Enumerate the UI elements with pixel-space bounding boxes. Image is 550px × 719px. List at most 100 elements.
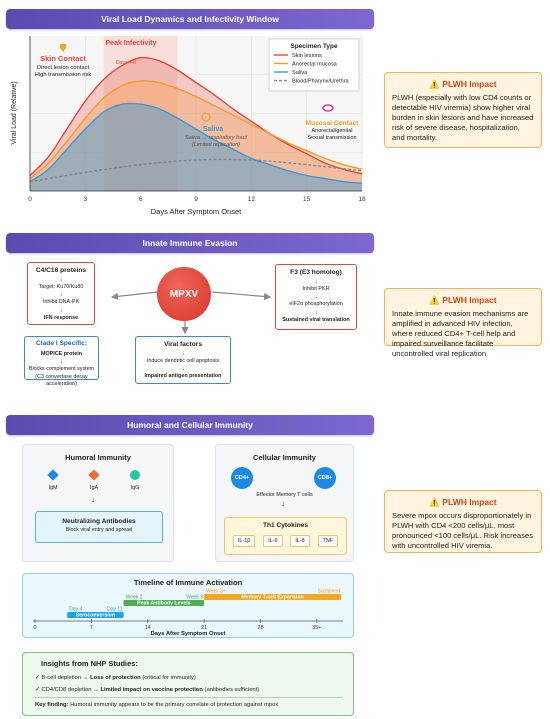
impact-title: ⚠️ PLWH Impact [429, 79, 497, 89]
timeline-xlabel: Days After Symptom Onset [151, 631, 226, 637]
igg-label: IgG [130, 485, 140, 491]
cytokine-chip: IL-6 [263, 535, 283, 547]
nab-subtitle: Block viral entry and spread [65, 527, 133, 533]
legend-title: Specimen Type [290, 43, 338, 50]
shield-icon [60, 44, 66, 52]
plwh-impact-box-1: ⚠️ PLWH Impact PLWH (especially with low… [384, 72, 542, 148]
timeline-bar [123, 600, 205, 606]
impact-title: ⚠️ PLWH Impact [429, 497, 497, 507]
section-header-innate-evasion: Innate Immune Evasion [6, 233, 374, 253]
clade-i-box: Clade I Specific: MOPICE protein ↓ Block… [24, 336, 99, 387]
legend-label: Skin lesions [292, 53, 322, 59]
clade-line3: (C3 convertase decay acceleration) [35, 373, 88, 387]
legend-label: Anorectal mucosa [292, 62, 338, 68]
timeline-bar [67, 612, 124, 618]
cd4-cell-icon: CD4+ [231, 467, 253, 489]
x-tick-label: 18 [358, 196, 366, 203]
x-tick-label: 12 [248, 196, 256, 203]
timeline-tick: 0 [34, 625, 37, 631]
saliva-line2: (Limited replication) [192, 142, 240, 148]
x-tick-label: 15 [303, 196, 311, 203]
x-axis-label: Days After Symptom Onset [151, 207, 242, 216]
impact-text: Severe mpox occurs disproportionately in… [392, 511, 533, 551]
plwh-impact-box-3: ⚠️ PLWH Impact Severe mpox occurs dispro… [384, 490, 542, 553]
timeline-bar [204, 594, 341, 600]
timeline-tick: 7 [90, 625, 93, 631]
saliva-title: Saliva [203, 126, 223, 133]
timeline-tick: 21 [201, 625, 207, 631]
timeline-bar-tag: Day 4 [69, 607, 82, 613]
legend-label: Blood/Pharynx/Urethra [292, 79, 349, 85]
chart-legend: Specimen Type Skin lesions Anorectal muco… [268, 38, 360, 92]
igg-circle-icon [130, 470, 140, 480]
mpxv-center-node: MPXV [157, 267, 211, 321]
igm-label: IgM [48, 485, 58, 491]
timeline-title: Timeline of Immune Activation [134, 578, 243, 587]
timeline-bar-tag: Week 2 [126, 595, 143, 601]
legend-label: Saliva [292, 70, 308, 76]
section-header-humoral-cellular: Humoral and Cellular Immunity [6, 415, 374, 435]
cytokine-chip: IL-1β [232, 535, 256, 547]
cellular-immunity-panel: Cellular Immunity CD4+ CD8+ Effector Mem… [215, 444, 354, 562]
viral-factors-line2: Impaired antigen presentation [144, 373, 222, 380]
timeline-tick: 14 [145, 625, 151, 631]
skin-contact-line2: High transmission risk [35, 72, 92, 78]
key-finding: Key finding: Humoral immunity appears to… [35, 702, 279, 708]
th1-title: Th1 Cytokines [262, 522, 309, 529]
clade-title: Clade I Specific: [36, 340, 87, 347]
insight-row-1: ✓ B-cell depletion → Loss of protection … [35, 675, 196, 681]
plwh-impact-box-2: ⚠️ PLWH Impact Innate immune evasion mec… [384, 288, 542, 358]
c4c16-line1: Target: Ku70/Ku80 [38, 283, 84, 290]
c4c16-line3: IFN response [43, 314, 79, 321]
impact-text: Innate immune evasion mechanisms are amp… [392, 309, 529, 359]
x-tick-label: 3 [84, 196, 88, 203]
cytokine-chip: TNF [317, 535, 339, 547]
f3-box: F3 (E3 homolog) ↓ Inhibit PKR ↓ eIF2α ph… [275, 264, 357, 330]
c4c16-line2: Inhibit DNA-PK [42, 299, 80, 306]
nhp-insights-panel: Insights from NHP Studies: ✓ B-cell depl… [22, 652, 354, 716]
series-line [29, 102, 363, 184]
saliva-icon [201, 112, 211, 122]
impact-text: PLWH (especially with low CD4 counts or … [392, 93, 534, 143]
mucosal-contact-title: Mucosal Contact [306, 120, 360, 127]
humoral-immunity-panel: Humoral Immunity IgM IgA IgG ↓ Neutraliz… [22, 444, 174, 562]
series-area [30, 103, 362, 191]
timeline-panel: Timeline of Immune Activation Seroconver… [22, 573, 354, 638]
saliva-line1: Saliva → respiratory tract [185, 135, 247, 141]
effector-memory-label: Effector Memory T cells [256, 492, 313, 498]
section-header-viral-load: Viral Load Dynamics and Infectivity Wind… [6, 9, 374, 29]
x-tick-label: 9 [194, 196, 198, 203]
viral-factors-title: Viral factors [164, 341, 202, 348]
peak-days-label: Days 4-8 [116, 60, 136, 66]
f3-title: F3 (E3 homolog) [290, 269, 342, 276]
series-area [30, 80, 362, 191]
cytokine-chip: IL-8 [290, 535, 310, 547]
c4c16-box: C4/C16 proteins ↓ Target: Ku70/Ku80 ↓ In… [27, 262, 95, 325]
clade-line2: Blocks complement system [28, 366, 95, 373]
skin-contact-title: Skin Contact [40, 54, 86, 63]
series-line [29, 80, 363, 180]
humoral-title: Humoral Immunity [65, 453, 131, 462]
viral-factors-box: Viral factors ↓ Induce dendritic cell ap… [135, 336, 231, 384]
c4c16-title: C4/C16 proteins [35, 267, 87, 274]
timeline-tick: 35+ [312, 625, 321, 631]
y-axis-label: Viral Load (Relative) [11, 81, 18, 144]
viral-load-chart: 0 3 6 9 12 15 18 Days After Symptom Onset Vira… [6, 31, 372, 219]
skin-contact-line1: Direct lesion contact [37, 65, 90, 71]
mucosal-contact-line1: Anorectal/genital [312, 128, 353, 134]
x-tick-label: 6 [139, 196, 143, 203]
peak-infectivity-label: Peak Infectivity [106, 40, 157, 47]
x-tick-label: 0 [28, 196, 32, 203]
cellular-title: Cellular Immunity [253, 453, 316, 462]
cd8-cell-icon: CD8+ [314, 467, 336, 489]
neutralizing-antibodies-box: Neutralizing Antibodies Block viral entr… [35, 511, 163, 543]
timeline-marker: Day 11 [107, 607, 123, 613]
timeline-bar-label: Peak Antibody Levels [137, 601, 191, 607]
th1-cytokines-box: Th1 Cytokines IL-1β IL-6 IL-8 TNF [224, 517, 347, 555]
timeline-tick: 28 [257, 625, 263, 631]
igm-diamond-icon [47, 469, 59, 481]
iga-label: IgA [89, 485, 99, 491]
mucosal-contact-line2: Sexual transmission [307, 135, 356, 141]
viral-factors-line1: Induce dendritic cell apoptosis [146, 357, 220, 364]
impact-title: ⚠️ PLWH Impact [429, 295, 497, 305]
